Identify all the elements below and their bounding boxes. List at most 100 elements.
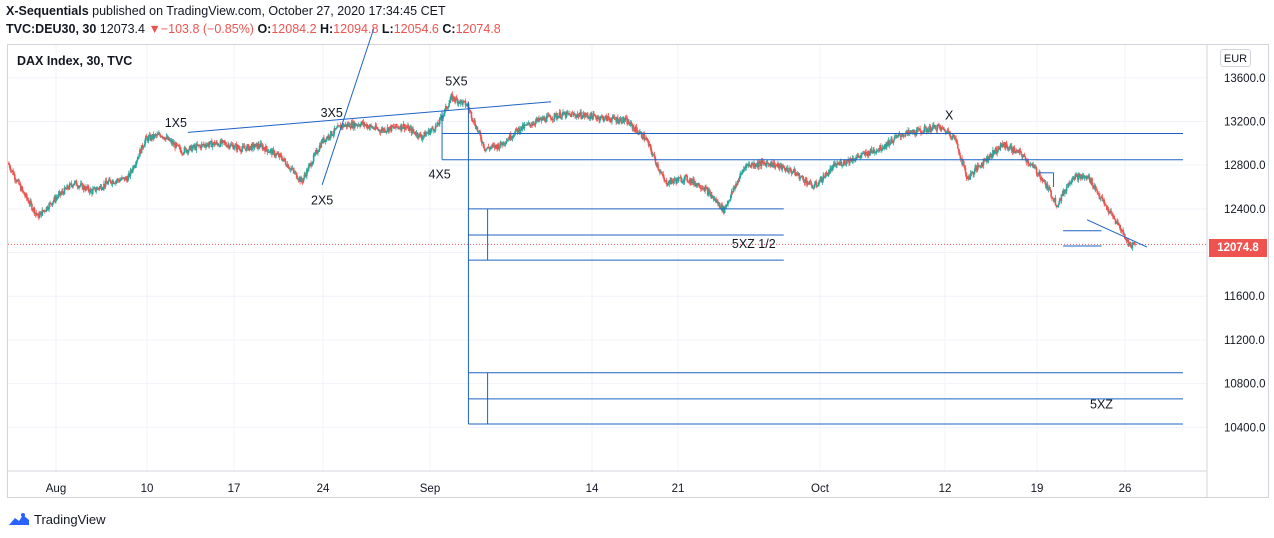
candle-body: [1028, 164, 1031, 166]
candle-body: [270, 149, 272, 151]
candle-body: [692, 179, 694, 183]
candle-body: [311, 161, 314, 165]
candle-body: [1060, 194, 1063, 201]
candle-body: [254, 143, 257, 147]
candle-body: [174, 143, 176, 149]
candle-body: [402, 127, 404, 130]
candle-body: [134, 164, 137, 166]
candle-body: [499, 141, 502, 148]
candle-body: [344, 124, 347, 126]
candle-body: [602, 116, 605, 121]
candle-body: [731, 191, 734, 193]
candle-body: [871, 151, 874, 153]
candle-body: [802, 178, 805, 182]
candle-body: [66, 185, 68, 190]
candle-body: [1109, 210, 1112, 212]
footer-brand[interactable]: TradingView: [8, 511, 106, 527]
candle-body: [559, 112, 562, 119]
candle-body: [1022, 155, 1024, 158]
candle-body: [1076, 174, 1079, 180]
candle-body: [800, 176, 802, 178]
candle-body: [846, 160, 849, 162]
candle-body: [85, 186, 88, 189]
candle-body: [881, 147, 884, 150]
candle-body: [718, 202, 721, 208]
candle-body: [28, 202, 31, 205]
candle-body: [628, 124, 631, 126]
candle-body: [286, 164, 289, 167]
candle-body: [750, 164, 753, 167]
candle-body: [621, 122, 623, 124]
candle-body: [175, 143, 178, 145]
candle-body: [990, 153, 992, 158]
time-axis-label: Aug: [46, 483, 66, 495]
candle-body: [15, 180, 18, 182]
candle-body: [789, 168, 791, 170]
candle-body: [468, 110, 471, 112]
candle-body: [343, 125, 346, 127]
candle-body: [873, 149, 875, 153]
candle-body: [238, 147, 241, 149]
candle-body: [1035, 167, 1038, 174]
candle-body: [794, 169, 796, 175]
candle-body: [556, 116, 558, 119]
candle-body: [657, 164, 659, 170]
candle-body: [194, 145, 197, 150]
candle-body: [927, 129, 930, 132]
candle-body: [241, 145, 244, 149]
candle-body: [732, 187, 735, 193]
candle-body: [35, 212, 38, 214]
candle-body: [711, 194, 713, 198]
candle-body: [734, 186, 736, 190]
candle-body: [1082, 175, 1085, 179]
author-name[interactable]: X-Sequentials: [6, 4, 89, 18]
candle-body: [606, 115, 608, 121]
candle-body: [266, 149, 269, 153]
candle-body: [555, 114, 557, 119]
candle-body: [676, 177, 679, 182]
currency-button[interactable]: EUR: [1220, 49, 1251, 67]
candle-body: [42, 209, 44, 212]
candle-body: [883, 147, 886, 149]
candle-body: [322, 137, 324, 143]
symbol-label: TVC:DEU30, 30: [6, 22, 97, 36]
candle-body: [967, 176, 969, 179]
candle-body: [250, 145, 253, 151]
candle-body: [18, 179, 20, 185]
candle-body: [306, 169, 308, 177]
candle-body: [907, 130, 909, 133]
candle-body: [283, 158, 286, 161]
candle-body: [195, 144, 198, 150]
candle-body: [1123, 233, 1125, 235]
candle-body: [309, 163, 312, 165]
chart-frame[interactable]: [7, 44, 1269, 498]
candle-body: [158, 133, 160, 135]
candle-body: [176, 144, 179, 146]
candle-body: [153, 134, 156, 138]
candle-body: [978, 165, 980, 167]
candle-body: [456, 99, 459, 104]
candle-body: [1032, 163, 1034, 166]
candle-body: [729, 199, 731, 201]
candle-body: [958, 151, 961, 156]
candle-body: [295, 172, 297, 174]
candle-body: [117, 179, 120, 181]
candle-body: [269, 150, 271, 153]
candle-body: [1128, 243, 1130, 246]
candle-body: [575, 116, 577, 118]
candle-body: [517, 127, 520, 133]
candle-body: [782, 164, 784, 168]
candle-body: [320, 141, 323, 148]
candle-body: [533, 123, 535, 125]
time-axis-label: 26: [1119, 483, 1132, 495]
candle-body: [1039, 172, 1041, 178]
candle-body: [338, 125, 341, 127]
candle-body: [246, 146, 248, 151]
candle-body: [404, 127, 407, 130]
candle-body: [1106, 208, 1109, 210]
candle-body: [8, 164, 11, 168]
candle-body: [277, 153, 279, 155]
candle-body: [850, 160, 853, 162]
candle-body: [1072, 177, 1075, 179]
